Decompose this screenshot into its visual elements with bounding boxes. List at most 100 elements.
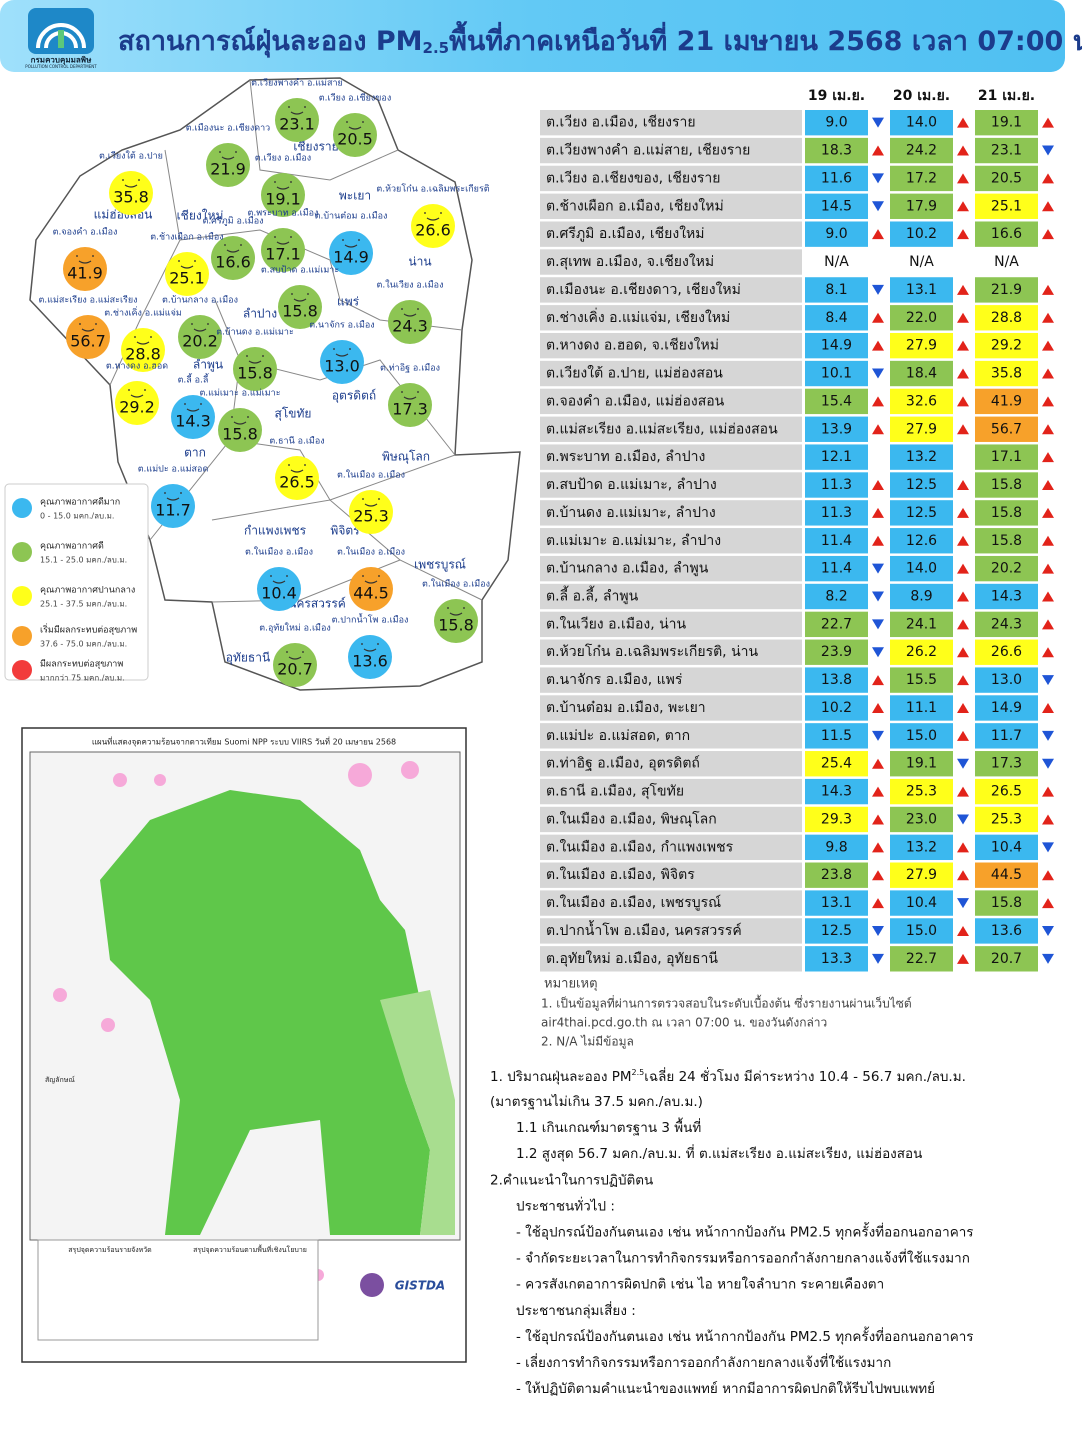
value-text: 13.1: [821, 895, 852, 911]
station-label: ต.ปากน้ำโพ อ.เมือง: [332, 613, 409, 626]
value-text: 27.9: [906, 338, 937, 354]
value-text: 11.6: [821, 170, 852, 186]
value-text: 20.7: [991, 951, 1022, 967]
satellite-box-title: สรุปจุดความร้อนรายจังหวัด: [68, 1246, 151, 1254]
bubble-face: [274, 236, 292, 245]
station-bubble: [257, 567, 301, 611]
station-cell: [540, 110, 802, 136]
legend-title: เริ่มมีผลกระทบต่อสุขภาพ: [40, 623, 137, 636]
trend-up: [872, 842, 884, 853]
value-cell: [975, 444, 1038, 470]
value-cell: [805, 444, 868, 470]
station-label: ต.แม่ปะ อ.แม่สอด: [138, 465, 209, 475]
trend-up: [1042, 229, 1054, 240]
bubble-face: [178, 260, 196, 269]
value-cell: [805, 193, 868, 219]
value-cell: [975, 778, 1038, 805]
trend-down: [872, 284, 884, 295]
bubble-face: [76, 255, 94, 264]
summary-line: 1.1 เกินเกณฑ์มาตรฐาน 3 พื้นที่: [516, 1117, 701, 1136]
satellite-footer: [330, 1270, 460, 1350]
value-cell: [805, 723, 868, 749]
value-cell: [805, 472, 868, 498]
value-text: 15.5: [906, 672, 937, 688]
station-name: ต.จองคำ อ.เมือง, แม่ฮ่องสอน: [546, 393, 725, 409]
trend-up: [957, 201, 969, 212]
station-value: 20.2: [182, 332, 218, 351]
value-cell: [890, 165, 953, 192]
station-label: ต.ลี้ อ.ลี้: [178, 373, 210, 386]
station-value: 11.7: [155, 501, 191, 520]
satellite-box-title: สรุปจุดความร้อนตามพื้นที่เชิงนโยบาย: [193, 1243, 307, 1254]
value-cell: [890, 583, 953, 610]
station-name: ต.แม่เมาะ อ.แม่เมาะ, ลำปาง: [546, 533, 721, 549]
station-bubble: [349, 567, 393, 611]
station-cell: [540, 249, 802, 275]
value-cell: [975, 583, 1038, 610]
station-cell: [540, 583, 802, 610]
value-cell: [890, 723, 953, 749]
value-cell: [975, 890, 1038, 916]
station-value: 15.8: [438, 616, 474, 635]
trend-up: [1042, 535, 1054, 546]
value-cell: [975, 277, 1038, 303]
value-text: 29.2: [991, 338, 1022, 354]
value-cell: [975, 528, 1038, 554]
bubble-face: [346, 121, 364, 130]
value-text: 10.4: [906, 895, 937, 911]
station-name: ต.บ้านต๋อม อ.เมือง, พะเยา: [546, 700, 706, 716]
station-name: ต.ธานี อ.เมือง, สุโขทัย: [546, 783, 684, 800]
station-label: ต.ในเวียง อ.เมือง: [377, 280, 444, 291]
station-label: ต.ในเมือง อ.เมือง: [422, 579, 490, 590]
station-value: 13.6: [352, 652, 388, 671]
value-text: 13.6: [991, 923, 1022, 939]
agency-emblem: [360, 1273, 384, 1297]
trend-down: [957, 758, 969, 769]
value-cell: [805, 583, 868, 610]
station-value: 15.8: [222, 425, 258, 444]
trend-down: [1042, 675, 1054, 686]
station-label: ต.ในเมือง อ.เมือง: [337, 547, 405, 558]
forest-light: [380, 990, 455, 1235]
trend-up: [1042, 284, 1054, 295]
value-cell: [890, 639, 953, 665]
trend-up: [957, 368, 969, 379]
value-text: 12.1: [821, 449, 852, 465]
column-header: 20 เม.ย.: [893, 88, 950, 104]
trend-down: [872, 953, 884, 964]
value-cell: [975, 500, 1038, 526]
value-text: 14.3: [991, 588, 1022, 604]
station-label: ต.พระบาท อ.เมือง: [248, 208, 319, 219]
value-cell: [805, 388, 868, 415]
value-text: 14.9: [821, 338, 852, 354]
legend-title: คุณภาพอากาศปานกลาง: [40, 586, 135, 596]
value-text: 23.0: [906, 811, 937, 827]
value-text: 11.4: [821, 533, 852, 549]
station-cell: [540, 639, 802, 665]
trend-up: [1042, 340, 1054, 351]
value-cell: [890, 249, 953, 275]
bubble-face: [362, 575, 380, 584]
value-text: 17.9: [906, 198, 937, 214]
trend-up: [957, 730, 969, 741]
value-cell: [890, 528, 953, 554]
station-cell: [540, 444, 802, 470]
trend-up: [872, 340, 884, 351]
station-label: ต.แม่เมาะ อ.แม่เมาะ: [199, 389, 280, 399]
value-text: 29.3: [821, 811, 852, 827]
station-cell: [540, 806, 802, 833]
province-label: พิษณุโลก: [382, 450, 430, 465]
station-name: ต.เมืองนะ อ.เชียงดาว, เชียงใหม่: [546, 281, 741, 298]
trend-up: [1042, 870, 1054, 881]
bubble-face: [231, 416, 249, 425]
value-text: 15.8: [991, 533, 1022, 549]
summary-line: ประชาชนทั่วไป :: [516, 1196, 615, 1214]
value-cell: [975, 110, 1038, 136]
station-name: ต.ในเมือง อ.เมือง, พิษณุโลก: [546, 810, 717, 827]
value-cell: [975, 305, 1038, 331]
bubble-face: [288, 464, 306, 473]
value-text: 12.5: [821, 923, 852, 939]
notes-title: หมายเหตุ: [544, 977, 598, 992]
agency-name: GISTDA: [395, 1279, 445, 1293]
station-value: 15.8: [237, 364, 273, 383]
